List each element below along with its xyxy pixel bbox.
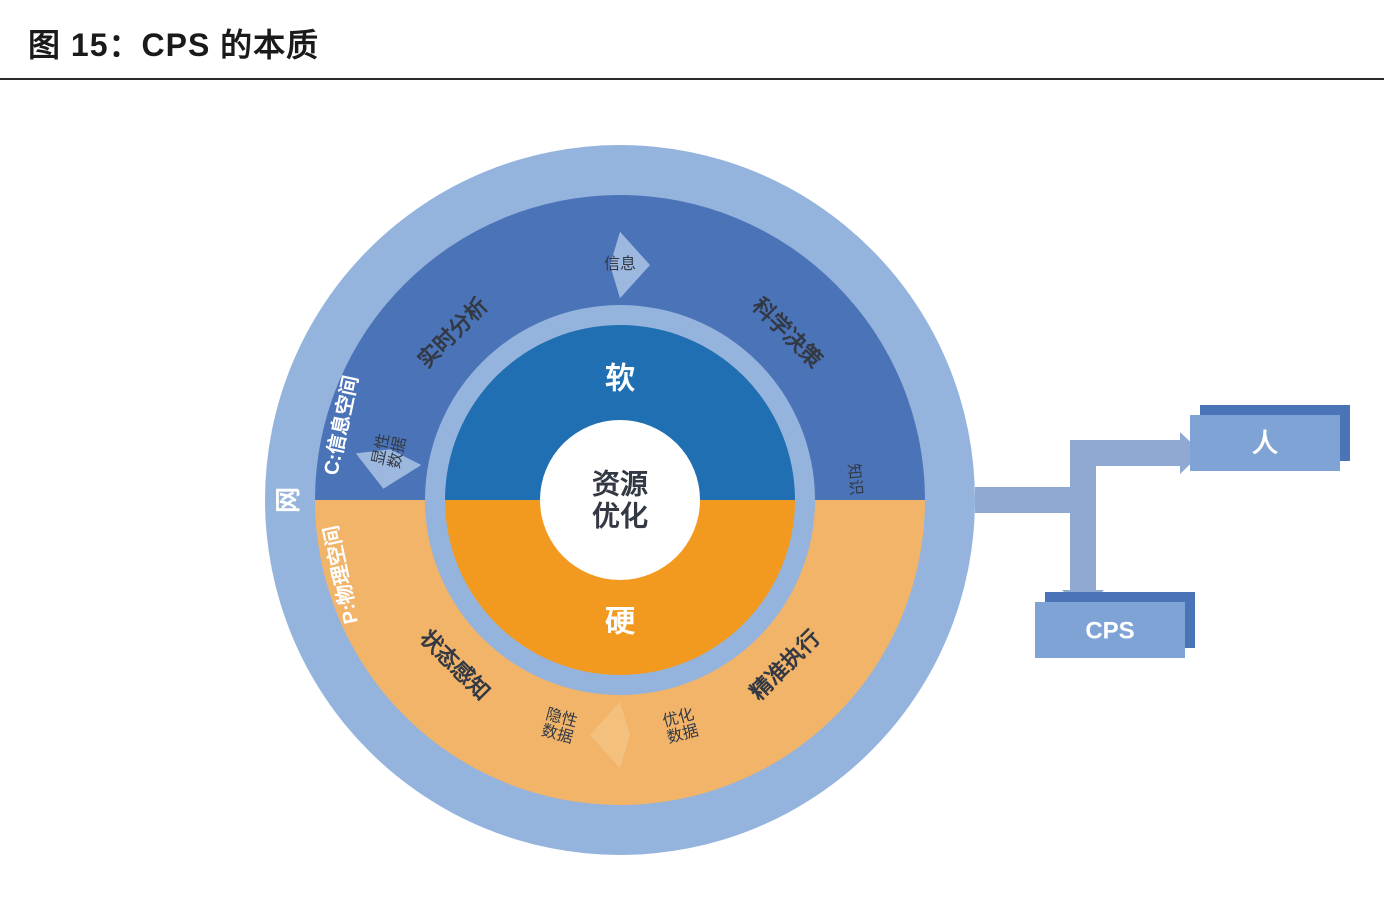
cps-diagram-svg: 软硬资源优化网C:信息空间P:物理空间状态感知实时分析科学决策精准执行隐性数据显… xyxy=(0,80,1384,900)
transition-知识: 知识 xyxy=(845,463,866,496)
output-box-label-CPS: CPS xyxy=(1085,617,1134,644)
transition-信息: 信息 xyxy=(604,255,636,273)
inner-top-label: 软 xyxy=(605,362,635,395)
figure-title: 图 15：CPS 的本质 xyxy=(0,0,1384,80)
diagram-stage: 软硬资源优化网C:信息空间P:物理空间状态感知实时分析科学决策精准执行隐性数据显… xyxy=(0,80,1384,900)
core-line1: 资源 xyxy=(592,468,648,499)
core-line2: 优化 xyxy=(592,500,648,531)
inner-bottom-label: 硬 xyxy=(605,605,636,638)
output-box-label-人: 人 xyxy=(1252,428,1278,458)
outer-ring-label: 网 xyxy=(273,487,303,513)
connector-right xyxy=(1070,440,1180,466)
